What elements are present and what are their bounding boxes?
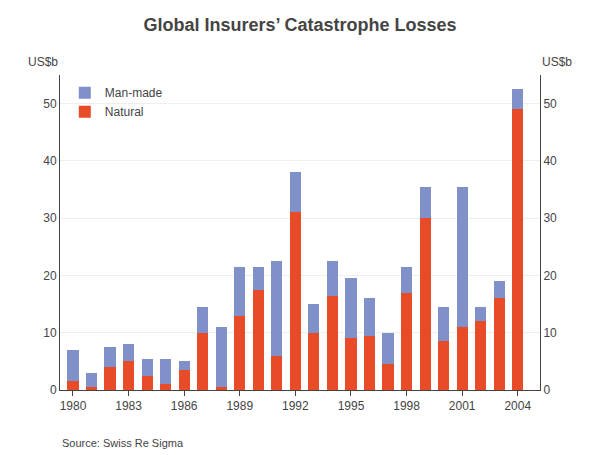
svg-text:0: 0 [50, 383, 57, 397]
svg-text:1986: 1986 [171, 399, 198, 413]
svg-text:0: 0 [543, 383, 550, 397]
svg-text:1989: 1989 [226, 399, 253, 413]
svg-text:Global Insurers’ Catastrophe L: Global Insurers’ Catastrophe Losses [143, 15, 456, 35]
svg-text:10: 10 [43, 326, 57, 340]
svg-text:40: 40 [543, 154, 557, 168]
svg-text:1983: 1983 [115, 399, 142, 413]
svg-text:20: 20 [43, 269, 57, 283]
svg-text:2004: 2004 [504, 399, 531, 413]
svg-text:US$b: US$b [542, 55, 572, 69]
svg-text:Man-made: Man-made [105, 86, 163, 100]
svg-text:2001: 2001 [449, 399, 476, 413]
svg-text:50: 50 [543, 97, 557, 111]
svg-text:1998: 1998 [393, 399, 420, 413]
svg-text:1995: 1995 [338, 399, 365, 413]
svg-text:1992: 1992 [282, 399, 309, 413]
svg-text:30: 30 [43, 211, 57, 225]
svg-text:Natural: Natural [105, 105, 144, 119]
svg-text:30: 30 [543, 211, 557, 225]
svg-text:40: 40 [43, 154, 57, 168]
svg-text:1980: 1980 [60, 399, 87, 413]
svg-text:20: 20 [543, 269, 557, 283]
svg-text:US$b: US$b [28, 55, 58, 69]
svg-text:10: 10 [543, 326, 557, 340]
svg-text:Source: Swiss Re Sigma: Source: Swiss Re Sigma [62, 437, 184, 449]
svg-text:50: 50 [43, 97, 57, 111]
